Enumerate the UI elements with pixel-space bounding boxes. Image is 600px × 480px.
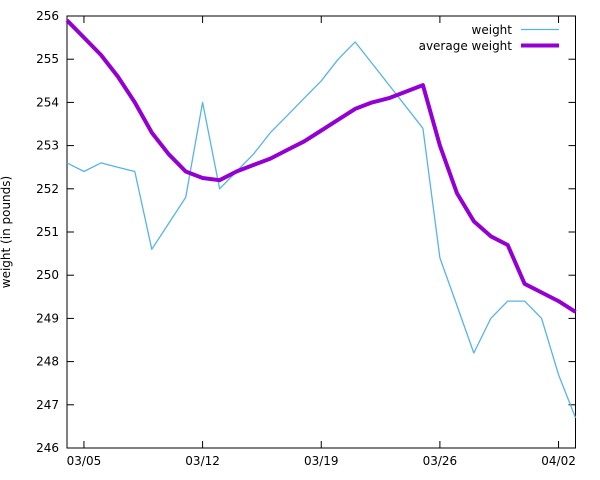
y-tick-label: 247 xyxy=(36,398,59,412)
y-tick-label: 249 xyxy=(36,311,59,325)
legend-label-average-weight: average weight xyxy=(419,39,513,53)
x-tick-label: 04/02 xyxy=(541,454,576,468)
y-tick-label: 253 xyxy=(36,139,59,153)
y-tick-label: 246 xyxy=(36,441,59,455)
axis-ticks xyxy=(67,15,576,449)
legend-label-weight: weight xyxy=(472,23,513,37)
average-weight-series-line xyxy=(65,18,577,314)
y-tick-label: 250 xyxy=(36,268,59,282)
x-tick-label: 03/05 xyxy=(67,454,102,468)
y-tick-label: 254 xyxy=(36,95,59,109)
y-tick-label: 256 xyxy=(36,9,59,23)
weight-series-line xyxy=(66,41,577,419)
x-tick-label: 03/26 xyxy=(423,454,458,468)
legend: weight average weight xyxy=(419,23,559,53)
x-tick-label: 03/12 xyxy=(185,454,220,468)
y-tick-label: 255 xyxy=(36,52,59,66)
y-tick-label: 248 xyxy=(36,355,59,369)
axis-tick-labels: 246 247 248 249 250 251 252 253 254 255 256 03/05 03… xyxy=(36,9,576,468)
y-tick-label: 251 xyxy=(36,225,59,239)
y-tick-label: 252 xyxy=(36,182,59,196)
x-tick-label: 03/19 xyxy=(304,454,339,468)
